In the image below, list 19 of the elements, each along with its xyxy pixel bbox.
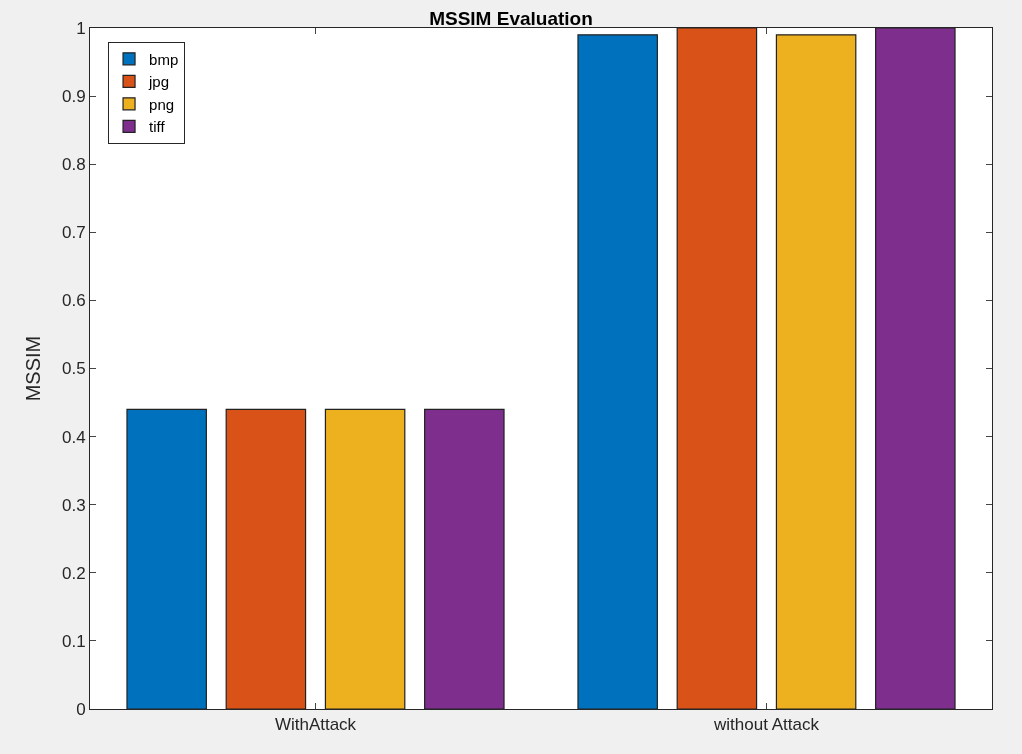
legend-label: tiff: [149, 118, 166, 136]
y-tick-label: 0.3: [61, 495, 86, 515]
legend-label: bmp: [149, 50, 179, 68]
y-tick-label: 1: [76, 18, 86, 38]
x-tick-label: WithAttack: [274, 715, 357, 735]
y-tick-label: 0.7: [61, 223, 86, 243]
chart-title: MSSIM Evaluation: [429, 7, 593, 29]
y-tick-label: 0: [76, 699, 86, 719]
y-tick-label: 0.6: [61, 291, 86, 311]
y-tick-label: 0.4: [61, 427, 86, 447]
y-tick-label: 0.9: [61, 87, 86, 107]
legend-label: png: [149, 95, 175, 113]
y-tick-label: 0.8: [61, 155, 86, 175]
y-tick-label: 0.5: [61, 359, 86, 379]
legend-label: jpg: [148, 73, 170, 91]
y-tick-label: 0.2: [61, 563, 86, 583]
x-tick-label: without Attack: [713, 715, 820, 735]
y-axis-title: MSSIM: [22, 335, 45, 402]
y-tick-label: 0.1: [61, 631, 86, 651]
